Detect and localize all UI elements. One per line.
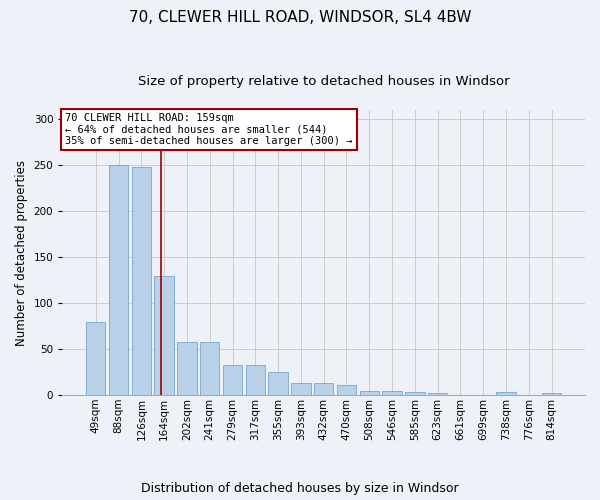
- Bar: [245, 364, 265, 395]
- Bar: [337, 385, 356, 395]
- Bar: [428, 394, 447, 395]
- Bar: [496, 392, 515, 395]
- Bar: [154, 276, 174, 395]
- Bar: [268, 372, 288, 395]
- Y-axis label: Number of detached properties: Number of detached properties: [15, 160, 28, 346]
- Text: 70 CLEWER HILL ROAD: 159sqm
← 64% of detached houses are smaller (544)
35% of se: 70 CLEWER HILL ROAD: 159sqm ← 64% of det…: [65, 113, 352, 146]
- Bar: [177, 342, 197, 395]
- Bar: [405, 392, 425, 395]
- Text: 70, CLEWER HILL ROAD, WINDSOR, SL4 4BW: 70, CLEWER HILL ROAD, WINDSOR, SL4 4BW: [129, 10, 471, 25]
- Bar: [382, 392, 402, 395]
- Title: Size of property relative to detached houses in Windsor: Size of property relative to detached ho…: [138, 75, 509, 88]
- Bar: [542, 394, 561, 395]
- Text: Distribution of detached houses by size in Windsor: Distribution of detached houses by size …: [141, 482, 459, 495]
- Bar: [359, 392, 379, 395]
- Bar: [314, 383, 334, 395]
- Bar: [291, 383, 311, 395]
- Bar: [223, 364, 242, 395]
- Bar: [200, 342, 220, 395]
- Bar: [109, 165, 128, 395]
- Bar: [86, 322, 106, 395]
- Bar: [131, 167, 151, 395]
